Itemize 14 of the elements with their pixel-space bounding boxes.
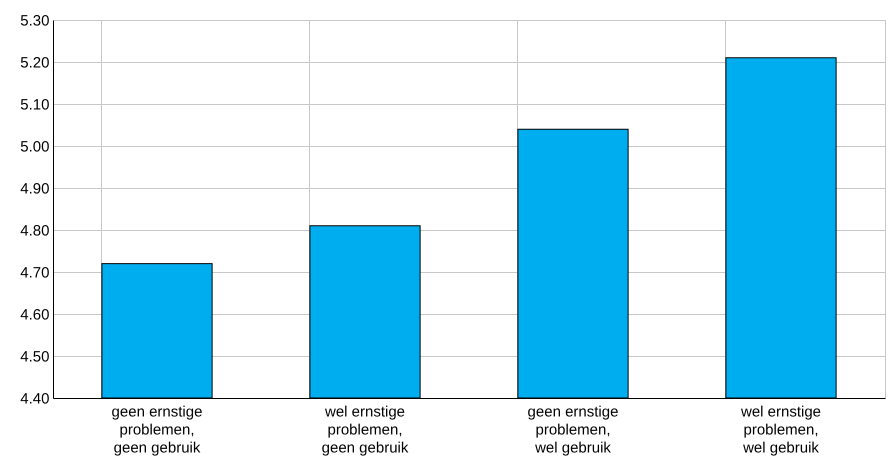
y-tick-label: 4.50 (20, 348, 50, 366)
x-tick-label: geen ernstige problemen, geen gebruik (112, 404, 202, 456)
y-tick-label: 4.60 (20, 306, 50, 324)
y-tick-label: 5.10 (20, 96, 50, 114)
y-tick-label: 5.30 (20, 12, 50, 30)
x-tick-label: geen ernstige problemen, wel gebruik (528, 404, 618, 456)
x-tick-label: wel ernstige problemen, geen gebruik (322, 404, 409, 456)
y-tick-label: 5.20 (20, 54, 50, 72)
y-tick-label: 5.00 (20, 138, 50, 156)
x-tick-label: wel ernstige problemen, wel gebruik (740, 404, 822, 456)
y-tick-label: 4.40 (20, 390, 50, 408)
y-tick-label: 4.70 (20, 264, 50, 282)
y-tick-label: 4.90 (20, 180, 50, 198)
y-tick-label: 4.80 (20, 222, 50, 240)
